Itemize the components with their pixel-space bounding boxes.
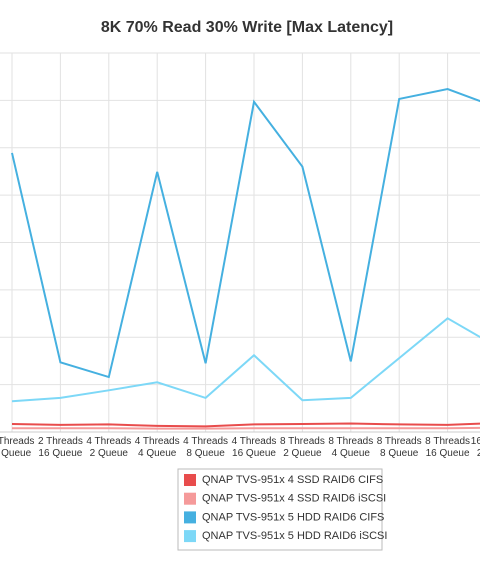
x-tick-label: 4 Threads 4 Queue <box>135 436 180 459</box>
x-tick-label: 4 Threads 8 Queue <box>183 436 228 459</box>
x-tick-label: 8 Threads 4 Queue <box>328 436 373 459</box>
legend-swatch <box>184 530 196 543</box>
legend-swatch <box>184 492 196 505</box>
x-tick-label: 4 Threads 2 Queue <box>86 436 131 459</box>
line <box>11 87 480 379</box>
x-tick-label: 4 Threads 16 Queue <box>232 436 277 459</box>
line <box>12 426 480 430</box>
x-tick-label: 8 Threads 8 Queue <box>377 436 422 459</box>
chart-title: 8K 70% Read 30% Write [Max Latency] <box>101 19 393 36</box>
legend-label: QNAP TVS-951x 5 HDD RAID6 iSCSI <box>202 530 387 542</box>
x-tick-label: 8 Threads 2 Queue <box>280 436 325 459</box>
line <box>11 422 480 428</box>
line <box>11 317 480 403</box>
x-tick-label: 2 Threads 16 Queue <box>38 436 83 459</box>
legend-label: QNAP TVS-951x 4 SSD RAID6 CIFS <box>202 474 383 486</box>
legend <box>177 468 383 551</box>
x-tick-label: 8 Threads 16 Queue <box>425 436 470 459</box>
legend-label: QNAP TVS-951x 5 HDD RAID6 CIFS <box>202 511 384 523</box>
legend-swatch <box>184 474 196 486</box>
legend-label: QNAP TVS-951x 4 SSD RAID6 iSCSI <box>202 493 386 505</box>
legend-swatch <box>184 511 196 524</box>
